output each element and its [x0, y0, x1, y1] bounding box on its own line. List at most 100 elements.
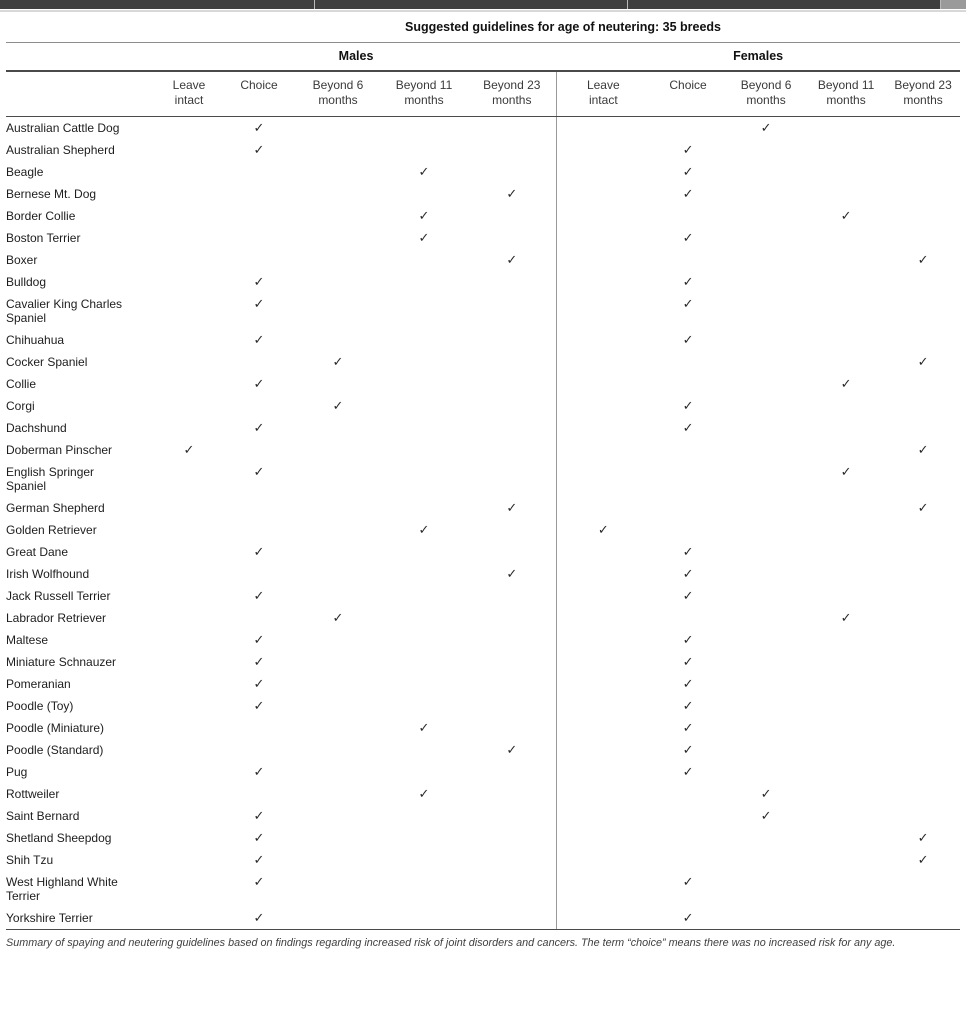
cell-females-beyond-11-months [806, 563, 886, 585]
cell-males-choice: ✓ [222, 461, 296, 497]
breed-name: West Highland White Terrier [6, 875, 118, 903]
check-icon: ✓ [506, 742, 518, 757]
males-group-header: Males [156, 42, 557, 72]
breed-name: Jack Russell Terrier [6, 589, 111, 603]
cell-males-leave-intact [156, 563, 222, 585]
check-icon: ✓ [682, 676, 694, 691]
breed-column-spacer [6, 42, 156, 72]
cell-males-beyond-6-months [296, 117, 380, 140]
cell-males-beyond-6-months [296, 761, 380, 783]
table-row: Boston Terrier ✓ ✓ [6, 227, 960, 249]
cell-males-beyond-6-months: ✓ [296, 395, 380, 417]
cell-females-beyond-6-months [726, 271, 806, 293]
cell-females-beyond-23-months [886, 739, 960, 761]
cell-females-beyond-23-months [886, 271, 960, 293]
breed-name: Shih Tzu [6, 853, 54, 867]
cell-females-beyond-6-months [726, 439, 806, 461]
breed-column-spacer [6, 71, 156, 117]
check-icon: ✓ [418, 208, 430, 223]
cell-males-beyond-11-months: ✓ [380, 161, 468, 183]
cell-females-leave-intact [555, 907, 651, 930]
cell-females-beyond-11-months [806, 585, 886, 607]
table-row: Cocker Spaniel ✓ ✓ [6, 351, 960, 373]
check-icon: ✓ [506, 500, 518, 515]
cell-males-beyond-6-months [296, 849, 380, 871]
table-row: Shetland Sheepdog ✓ ✓ [6, 827, 960, 849]
cell-males-leave-intact [156, 227, 222, 249]
cell-females-beyond-6-months: ✓ [726, 117, 806, 140]
table-row: Golden Retriever ✓ ✓ [6, 519, 960, 541]
cell-males-beyond-23-months [468, 439, 556, 461]
cell-males-beyond-6-months [296, 461, 380, 497]
cell-males-beyond-11-months [380, 373, 468, 395]
cell-females-leave-intact [555, 563, 651, 585]
table-row: Great Dane ✓ ✓ [6, 541, 960, 563]
cell-males-beyond-23-months [468, 585, 556, 607]
check-icon: ✓ [682, 398, 694, 413]
cell-males-leave-intact [156, 205, 222, 227]
cell-males-choice: ✓ [222, 629, 296, 651]
cell-males-beyond-23-months [468, 783, 556, 805]
table-row: Poodle (Miniature) ✓ ✓ [6, 717, 960, 739]
check-icon: ✓ [253, 588, 265, 603]
cell-males-leave-intact [156, 271, 222, 293]
cell-females-leave-intact [555, 116, 651, 139]
check-icon: ✓ [917, 252, 929, 267]
check-icon: ✓ [682, 420, 694, 435]
breed-name: Collie [6, 377, 37, 391]
cell-males-beyond-23-months [468, 629, 556, 651]
cell-males-leave-intact [156, 761, 222, 783]
cell-females-beyond-6-months [726, 417, 806, 439]
cell-males-choice: ✓ [222, 417, 296, 439]
cell-females-choice: ✓ [650, 907, 727, 930]
cell-males-beyond-23-months [468, 417, 556, 439]
cell-females-beyond-23-months: ✓ [886, 249, 960, 271]
breed-name: Bulldog [6, 275, 47, 289]
table-row: Bulldog ✓ ✓ [6, 271, 960, 293]
breed-name: Pug [6, 765, 28, 779]
cell-females-beyond-23-months: ✓ [886, 849, 960, 871]
check-icon: ✓ [917, 354, 929, 369]
cell-males-beyond-6-months [296, 541, 380, 563]
cell-males-leave-intact [156, 541, 222, 563]
cell-females-beyond-23-months [886, 717, 960, 739]
check-icon: ✓ [506, 566, 518, 581]
cell-females-beyond-23-months [886, 673, 960, 695]
breed-name: Australian Shepherd [6, 143, 115, 157]
cell-females-choice [650, 827, 726, 849]
cell-males-leave-intact [156, 871, 222, 907]
cell-males-beyond-6-months [296, 783, 380, 805]
table-footnote: Summary of spaying and neutering guideli… [6, 937, 896, 949]
cell-males-beyond-23-months [468, 161, 556, 183]
cell-males-beyond-6-months [296, 293, 380, 329]
check-icon: ✓ [682, 142, 694, 157]
column-header-row: Leave intact Choice Beyond 6 months Beyo… [6, 71, 961, 117]
cell-males-beyond-23-months [468, 117, 556, 140]
cell-males-leave-intact [156, 395, 222, 417]
cell-females-leave-intact [555, 271, 651, 293]
cell-females-beyond-23-months [886, 183, 960, 205]
cell-females-beyond-6-months [726, 461, 806, 497]
cell-females-beyond-23-months [886, 395, 960, 417]
cell-females-beyond-11-months [806, 139, 886, 161]
table-row: Poodle (Toy) ✓ ✓ [6, 695, 960, 717]
breed-name: Bernese Mt. Dog [6, 187, 97, 201]
cell-males-beyond-11-months [380, 249, 468, 271]
cell-males-choice: ✓ [222, 827, 296, 849]
cell-males-choice: ✓ [222, 293, 296, 329]
cell-males-beyond-6-months [296, 827, 380, 849]
cell-females-beyond-11-months: ✓ [806, 205, 886, 227]
table-row: West Highland White Terrier ✓ ✓ [6, 871, 960, 907]
cell-females-choice: ✓ [650, 673, 726, 695]
cell-females-leave-intact [555, 695, 651, 717]
cell-females-choice: ✓ [650, 717, 726, 739]
cell-females-leave-intact [555, 439, 651, 461]
cell-males-choice: ✓ [222, 805, 296, 827]
check-icon: ✓ [253, 808, 265, 823]
cell-females-leave-intact [555, 293, 651, 329]
cell-females-leave-intact [555, 329, 651, 351]
cell-males-leave-intact [156, 739, 222, 761]
cell-females-choice [650, 519, 726, 541]
table-row: Australian Cattle Dog ✓ ✓ [6, 116, 960, 140]
cell-males-beyond-6-months [296, 271, 380, 293]
